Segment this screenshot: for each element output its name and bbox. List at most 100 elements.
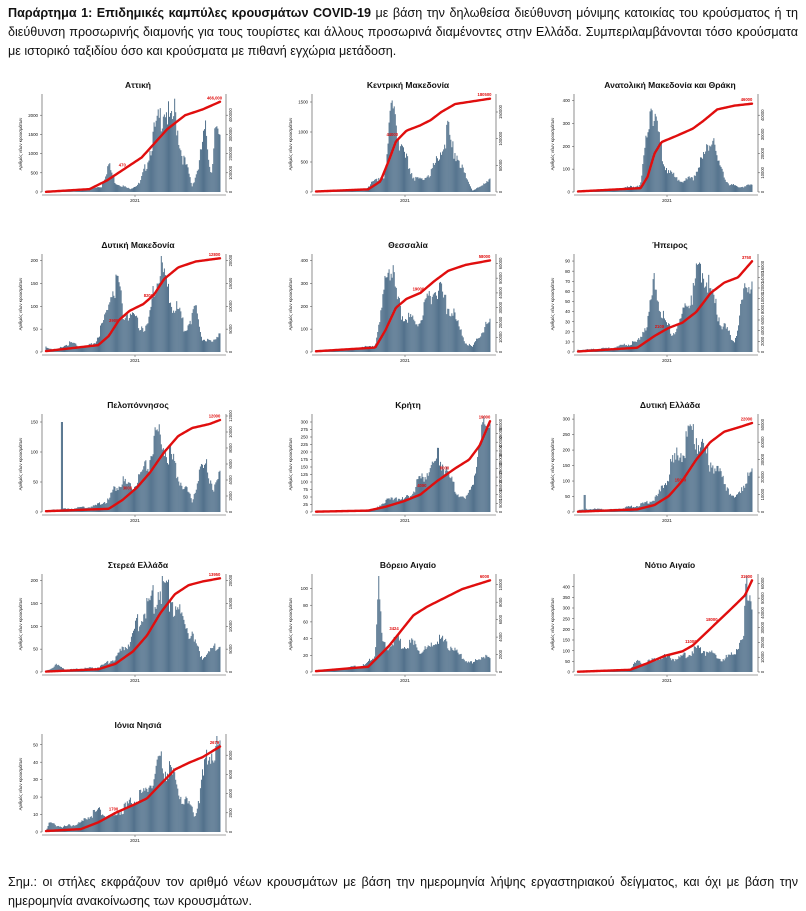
- bar: [201, 149, 202, 192]
- cumulative-callout: 8000: [440, 465, 450, 470]
- bar: [711, 468, 712, 512]
- bar: [403, 648, 404, 672]
- bar: [118, 276, 119, 352]
- y-axis-label: Αριθμός νέων κρουσμάτων: [550, 597, 555, 651]
- bar: [187, 798, 188, 832]
- bar: [475, 659, 476, 672]
- bar: [393, 265, 394, 352]
- bar: [442, 292, 443, 352]
- bar: [199, 651, 200, 672]
- bar: [478, 659, 479, 672]
- bar: [726, 491, 727, 512]
- bar: [112, 660, 113, 672]
- bar: [130, 642, 131, 672]
- bar: [749, 595, 750, 672]
- bar: [688, 657, 689, 672]
- bar: [182, 616, 183, 672]
- bar: [210, 648, 211, 672]
- bar: [435, 292, 436, 352]
- y2-tick-label: 4000: [498, 632, 503, 642]
- bar: [157, 283, 158, 352]
- bar: [745, 584, 746, 672]
- bar: [696, 648, 697, 672]
- bar: [671, 660, 672, 672]
- bar: [413, 645, 414, 672]
- bar: [139, 790, 140, 832]
- y-tick-label: 25: [303, 502, 308, 507]
- y-tick-label: 0: [306, 190, 309, 195]
- bar: [677, 326, 678, 352]
- bar: [415, 487, 416, 512]
- bar: [175, 780, 176, 832]
- bar: [388, 144, 389, 192]
- bar: [206, 655, 207, 672]
- bar: [432, 297, 433, 352]
- bar: [458, 320, 459, 352]
- bar: [192, 313, 193, 352]
- bar: [78, 822, 79, 832]
- bar: [694, 646, 695, 672]
- bar: [473, 662, 474, 672]
- bar: [127, 649, 128, 672]
- bar: [425, 646, 426, 672]
- bar: [95, 188, 96, 192]
- bar: [701, 283, 702, 352]
- bar: [200, 149, 201, 192]
- bar: [649, 312, 650, 352]
- y-tick-label: 50: [33, 327, 38, 332]
- bar: [427, 177, 428, 192]
- bar: [140, 330, 141, 352]
- bar: [215, 746, 216, 832]
- y-tick-label: 100: [301, 586, 309, 591]
- bar: [141, 326, 142, 352]
- bar: [198, 801, 199, 832]
- bar: [196, 490, 197, 512]
- bar: [382, 178, 383, 192]
- bar: [730, 335, 731, 352]
- bar: [126, 187, 127, 192]
- bar: [101, 187, 102, 192]
- bar: [120, 186, 121, 192]
- bar: [121, 187, 122, 192]
- bar: [733, 655, 734, 672]
- bar: [172, 774, 173, 832]
- bar: [724, 178, 725, 192]
- cumulative-callout: 2100: [655, 324, 665, 329]
- bar: [488, 322, 489, 352]
- bar: [209, 340, 210, 352]
- y2-tick-label: 6000: [228, 769, 233, 779]
- bar: [399, 151, 400, 192]
- bar: [217, 129, 218, 192]
- y-tick-label: 0: [306, 670, 309, 675]
- bar: [391, 103, 392, 192]
- bar: [215, 339, 216, 352]
- bar: [428, 296, 429, 352]
- bar: [402, 648, 403, 672]
- y2-tick-label: 30000: [760, 128, 765, 140]
- bar: [142, 172, 143, 192]
- cumulative-callout: 6000: [480, 574, 490, 579]
- bar: [449, 316, 450, 352]
- y-tick-label: 0: [36, 830, 39, 835]
- bar: [453, 482, 454, 512]
- bar: [218, 647, 219, 672]
- bar: [118, 490, 119, 512]
- bar: [659, 660, 660, 672]
- bar: [408, 313, 409, 352]
- cumulative-callout: 3424: [389, 626, 399, 631]
- bar: [442, 151, 443, 192]
- bar: [430, 647, 431, 672]
- bar: [652, 110, 653, 192]
- bar: [111, 815, 112, 832]
- bar: [198, 170, 199, 192]
- y-axis-label: Αριθμός νέων κρουσμάτων: [550, 437, 555, 491]
- bar: [747, 292, 748, 352]
- bar: [164, 456, 165, 512]
- bar: [151, 456, 152, 512]
- y2-tick-label: 10000: [760, 651, 765, 663]
- bar: [690, 306, 691, 352]
- bar: [462, 496, 463, 512]
- bar: [398, 138, 399, 192]
- bar: [441, 283, 442, 352]
